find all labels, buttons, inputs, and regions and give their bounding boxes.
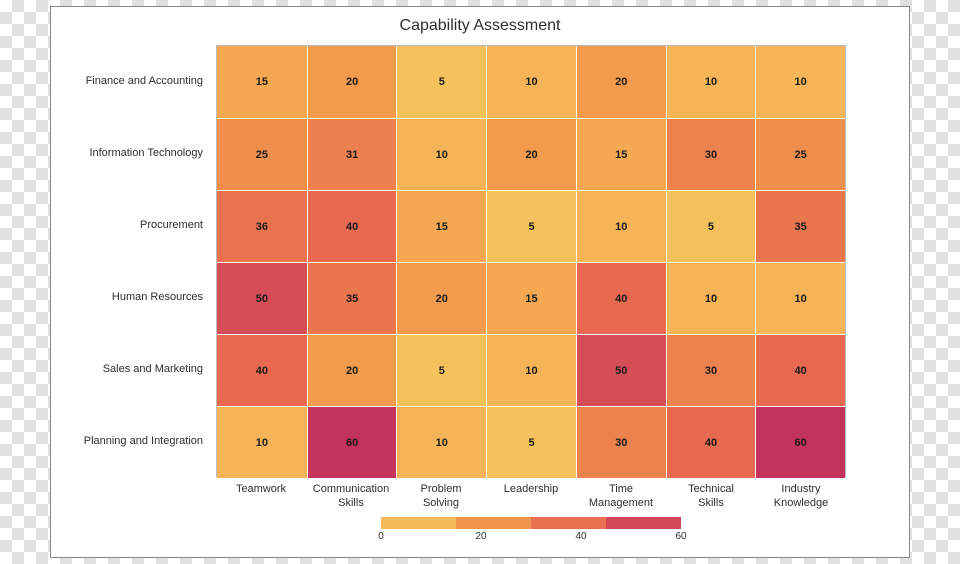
heatmap-cell: 30 (576, 406, 666, 478)
y-axis-label: Planning and Integration (51, 405, 211, 477)
heatmap-cell: 10 (396, 118, 486, 190)
y-axis-label: Human Resources (51, 261, 211, 333)
x-axis-labels: TeamworkCommunicationSkillsProblemSolvin… (216, 479, 846, 513)
heatmap-cell: 10 (486, 46, 576, 118)
heatmap-cell: 40 (307, 190, 397, 262)
heatmap-cell: 20 (486, 118, 576, 190)
y-axis-label: Sales and Marketing (51, 333, 211, 405)
heatmap-cell: 5 (396, 46, 486, 118)
heatmap-cell: 40 (576, 262, 666, 334)
heatmap-cell: 10 (576, 190, 666, 262)
heatmap-cell: 5 (486, 406, 576, 478)
x-axis-label: CommunicationSkills (306, 479, 396, 513)
heatmap-row: 1520510201010 (217, 46, 845, 118)
color-legend: 0204060 (381, 517, 681, 553)
heatmap-cell: 60 (307, 406, 397, 478)
heatmap-cell: 35 (307, 262, 397, 334)
heatmap-row: 4020510503040 (217, 334, 845, 406)
heatmap-cell: 5 (396, 334, 486, 406)
heatmap-cell: 40 (755, 334, 845, 406)
legend-tick-label: 60 (675, 531, 686, 542)
x-axis-label: ProblemSolving (396, 479, 486, 513)
y-axis-label: Finance and Accounting (51, 45, 211, 117)
y-axis-labels: Finance and AccountingInformation Techno… (51, 45, 211, 477)
x-axis-label: Teamwork (216, 479, 306, 513)
heatmap-cell: 10 (217, 406, 307, 478)
heatmap-cell: 15 (576, 118, 666, 190)
heatmap-cell: 15 (217, 46, 307, 118)
heatmap-cell: 10 (396, 406, 486, 478)
heatmap-cell: 25 (217, 118, 307, 190)
heatmap-cell: 20 (396, 262, 486, 334)
heatmap-cell: 5 (666, 190, 756, 262)
heatmap-cell: 10 (666, 46, 756, 118)
heatmap-plot: 1520510201010253110201530253640155105355… (216, 45, 846, 477)
heatmap-cell: 30 (666, 334, 756, 406)
heatmap-cell: 10 (755, 46, 845, 118)
heatmap-cell: 10 (755, 262, 845, 334)
y-axis-label: Information Technology (51, 117, 211, 189)
heatmap-cell: 30 (666, 118, 756, 190)
y-axis-label: Procurement (51, 189, 211, 261)
heatmap-cell: 36 (217, 190, 307, 262)
heatmap-cell: 20 (576, 46, 666, 118)
x-axis-label: IndustryKnowledge (756, 479, 846, 513)
heatmap-cell: 40 (217, 334, 307, 406)
heatmap-cell: 25 (755, 118, 845, 190)
heatmap-cell: 15 (396, 190, 486, 262)
heatmap-cell: 40 (666, 406, 756, 478)
legend-bar (381, 517, 681, 529)
heatmap-cell: 20 (307, 46, 397, 118)
legend-segment (531, 517, 606, 529)
heatmap-cell: 50 (217, 262, 307, 334)
legend-segment (456, 517, 531, 529)
heatmap-cell: 50 (576, 334, 666, 406)
heatmap-row: 25311020153025 (217, 118, 845, 190)
heatmap-cell: 20 (307, 334, 397, 406)
legend-tick-label: 0 (378, 531, 384, 542)
x-axis-label: TimeManagement (576, 479, 666, 513)
chart-card: Capability Assessment Finance and Accoun… (50, 6, 910, 558)
heatmap-cell: 15 (486, 262, 576, 334)
legend-segment (381, 517, 456, 529)
heatmap-row: 364015510535 (217, 190, 845, 262)
legend-ticks: 0204060 (381, 529, 681, 547)
legend-tick-label: 20 (475, 531, 486, 542)
chart-title: Capability Assessment (51, 17, 909, 35)
legend-segment (606, 517, 681, 529)
heatmap-cell: 5 (486, 190, 576, 262)
heatmap-row: 1060105304060 (217, 406, 845, 478)
x-axis-label: Leadership (486, 479, 576, 513)
heatmap-cell: 10 (486, 334, 576, 406)
legend-tick-label: 40 (575, 531, 586, 542)
heatmap-row: 50352015401010 (217, 262, 845, 334)
heatmap-cell: 31 (307, 118, 397, 190)
x-axis-label: TechnicalSkills (666, 479, 756, 513)
heatmap-cell: 35 (755, 190, 845, 262)
heatmap-cell: 60 (755, 406, 845, 478)
heatmap-cell: 10 (666, 262, 756, 334)
